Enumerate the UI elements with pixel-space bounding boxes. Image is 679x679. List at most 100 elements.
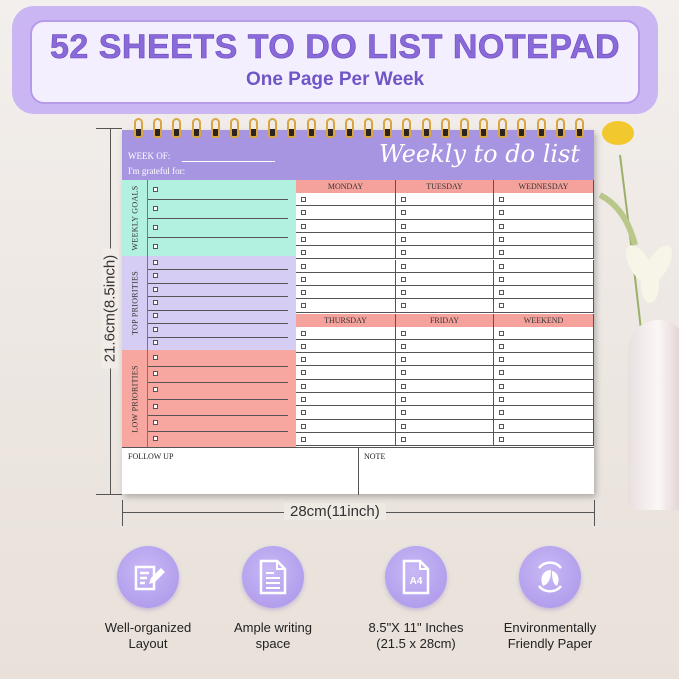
section-strip: LOW PRIORITIES bbox=[122, 350, 148, 447]
checkbox[interactable] bbox=[499, 343, 504, 349]
checkbox[interactable] bbox=[499, 223, 504, 229]
checkbox[interactable] bbox=[401, 210, 406, 216]
checkbox[interactable] bbox=[401, 423, 406, 429]
checkbox[interactable] bbox=[153, 340, 158, 346]
writing-line bbox=[148, 336, 288, 338]
checkbox[interactable] bbox=[153, 435, 158, 441]
checkbox[interactable] bbox=[301, 410, 306, 416]
checkbox[interactable] bbox=[301, 423, 306, 429]
checkbox[interactable] bbox=[153, 313, 158, 319]
feature-label: 8.5"X 11" Inches (21.5 x 28cm) bbox=[351, 620, 481, 652]
checkbox[interactable] bbox=[499, 370, 504, 376]
checkbox[interactable] bbox=[499, 236, 504, 242]
checkbox[interactable] bbox=[301, 303, 306, 309]
checkbox[interactable] bbox=[301, 383, 306, 389]
checkbox[interactable] bbox=[401, 263, 406, 269]
day-row bbox=[396, 366, 494, 380]
checkbox[interactable] bbox=[401, 397, 406, 402]
checkbox[interactable] bbox=[301, 357, 306, 363]
checkbox[interactable] bbox=[153, 243, 158, 249]
day-row bbox=[494, 379, 594, 393]
day-row bbox=[296, 393, 396, 407]
checkbox[interactable] bbox=[401, 223, 406, 229]
checkbox[interactable] bbox=[301, 370, 306, 376]
checkbox[interactable] bbox=[401, 303, 406, 309]
checkbox[interactable] bbox=[499, 290, 504, 296]
grateful-label: I'm grateful for: bbox=[128, 166, 186, 176]
checkbox[interactable] bbox=[401, 383, 406, 389]
day-row bbox=[396, 272, 494, 287]
day-row bbox=[494, 232, 594, 247]
day-header-tuesday: TUESDAY bbox=[396, 180, 494, 193]
checkbox[interactable] bbox=[499, 423, 504, 429]
section-strip: TOP PRIORITIES bbox=[122, 256, 148, 350]
checkbox[interactable] bbox=[301, 290, 306, 296]
day-row bbox=[494, 206, 594, 220]
checkbox[interactable] bbox=[499, 330, 504, 336]
checkbox[interactable] bbox=[153, 259, 158, 265]
feature-label-line1: Environmentally bbox=[503, 620, 597, 635]
checkbox[interactable] bbox=[153, 286, 158, 292]
checkbox[interactable] bbox=[499, 276, 504, 282]
checkbox[interactable] bbox=[153, 355, 158, 361]
checkbox[interactable] bbox=[401, 276, 406, 282]
day-row bbox=[296, 219, 396, 233]
checkbox[interactable] bbox=[499, 397, 504, 402]
checkbox[interactable] bbox=[301, 343, 306, 349]
checkbox[interactable] bbox=[301, 250, 306, 256]
checkbox[interactable] bbox=[499, 250, 504, 256]
spiral-ring bbox=[459, 118, 469, 138]
checkbox[interactable] bbox=[153, 224, 158, 230]
checkbox[interactable] bbox=[153, 205, 158, 211]
checkbox[interactable] bbox=[401, 197, 406, 202]
checkbox[interactable] bbox=[153, 403, 158, 409]
checkbox[interactable] bbox=[401, 436, 406, 442]
section-top-priorities: TOP PRIORITIES bbox=[122, 256, 296, 350]
checkbox[interactable] bbox=[499, 436, 504, 442]
checkbox[interactable] bbox=[301, 223, 306, 229]
day-row bbox=[494, 286, 594, 300]
checkbox[interactable] bbox=[499, 210, 504, 216]
checkbox[interactable] bbox=[301, 263, 306, 269]
checkbox[interactable] bbox=[153, 387, 158, 393]
day-row bbox=[494, 406, 594, 420]
checkbox[interactable] bbox=[401, 290, 406, 296]
checkbox[interactable] bbox=[301, 397, 306, 402]
checkbox[interactable] bbox=[401, 250, 406, 256]
checkbox[interactable] bbox=[499, 197, 504, 202]
checkbox[interactable] bbox=[153, 326, 158, 332]
checkbox[interactable] bbox=[499, 263, 504, 269]
checkbox[interactable] bbox=[153, 419, 158, 425]
spiral-ring bbox=[325, 118, 335, 138]
checkbox[interactable] bbox=[301, 236, 306, 242]
checkbox[interactable] bbox=[499, 357, 504, 363]
day-row bbox=[296, 432, 396, 447]
checkbox[interactable] bbox=[153, 300, 158, 305]
day-row bbox=[396, 393, 494, 407]
checkbox[interactable] bbox=[301, 197, 306, 202]
checkbox[interactable] bbox=[401, 343, 406, 349]
day-row bbox=[396, 406, 494, 420]
checkbox[interactable] bbox=[153, 186, 158, 192]
checkbox[interactable] bbox=[401, 236, 406, 242]
day-row bbox=[396, 339, 494, 354]
checkbox[interactable] bbox=[301, 330, 306, 336]
feature-label: Environmentally Friendly Paper bbox=[485, 620, 615, 652]
notes-area: FOLLOW UP NOTE bbox=[122, 447, 594, 495]
checkbox[interactable] bbox=[153, 273, 158, 279]
spiral-binding bbox=[134, 118, 584, 140]
day-row bbox=[494, 219, 594, 233]
checkbox[interactable] bbox=[401, 410, 406, 416]
checkbox[interactable] bbox=[499, 410, 504, 416]
feature-label-line1: Well-organized bbox=[104, 620, 192, 635]
checkbox[interactable] bbox=[401, 370, 406, 376]
checkbox[interactable] bbox=[301, 436, 306, 442]
checkbox[interactable] bbox=[301, 210, 306, 216]
checkbox[interactable] bbox=[153, 371, 158, 377]
checkbox[interactable] bbox=[301, 276, 306, 282]
checkbox[interactable] bbox=[401, 330, 406, 336]
checkbox[interactable] bbox=[401, 357, 406, 363]
checkbox[interactable] bbox=[499, 383, 504, 389]
writing-line bbox=[148, 218, 288, 219]
checkbox[interactable] bbox=[499, 303, 504, 309]
